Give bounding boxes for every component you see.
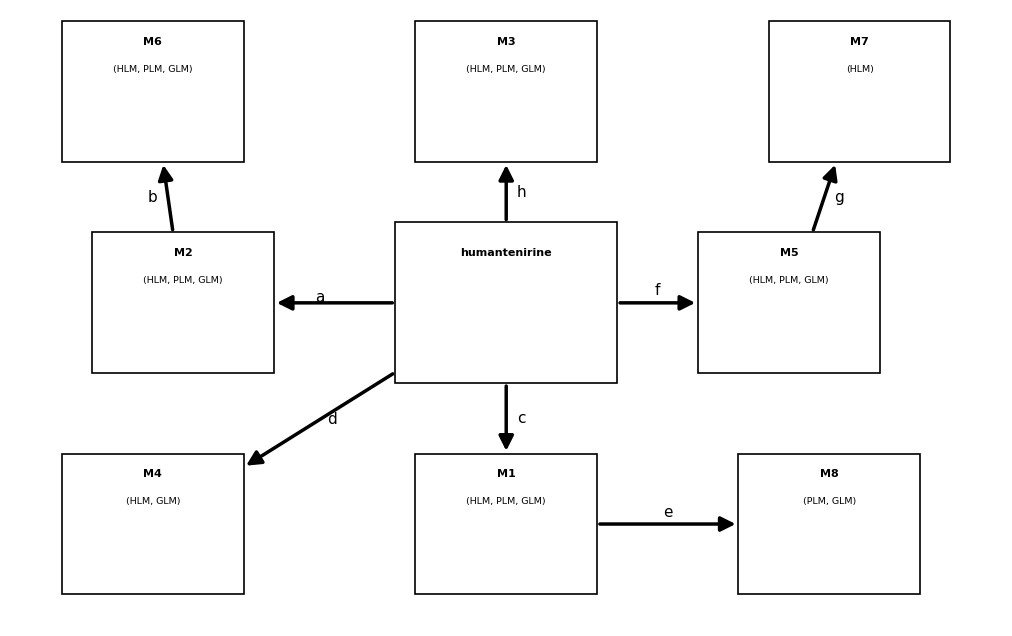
Text: f: f [655, 284, 660, 298]
Text: M6: M6 [144, 36, 162, 46]
Text: humantenirine: humantenirine [460, 247, 552, 258]
Text: a: a [315, 291, 324, 305]
Text: (PLM, GLM): (PLM, GLM) [803, 497, 855, 506]
Text: M4: M4 [144, 469, 162, 479]
FancyBboxPatch shape [62, 22, 244, 162]
Text: (HLM, PLM, GLM): (HLM, PLM, GLM) [749, 276, 829, 285]
Text: M1: M1 [497, 469, 515, 479]
FancyBboxPatch shape [415, 453, 597, 595]
FancyBboxPatch shape [415, 22, 597, 162]
Text: (HLM, PLM, GLM): (HLM, PLM, GLM) [467, 65, 545, 74]
FancyBboxPatch shape [62, 453, 244, 595]
FancyBboxPatch shape [738, 453, 920, 595]
Text: b: b [148, 190, 158, 205]
Text: e: e [663, 504, 672, 520]
Text: (HLM, PLM, GLM): (HLM, PLM, GLM) [144, 276, 223, 285]
Text: M7: M7 [850, 36, 868, 46]
Text: c: c [517, 411, 525, 426]
Text: M8: M8 [820, 469, 838, 479]
FancyBboxPatch shape [697, 233, 879, 373]
Text: (HLM): (HLM) [845, 65, 873, 74]
Text: M2: M2 [174, 247, 192, 258]
Text: (HLM, GLM): (HLM, GLM) [125, 497, 180, 506]
FancyBboxPatch shape [395, 223, 617, 384]
Text: (HLM, PLM, GLM): (HLM, PLM, GLM) [467, 497, 545, 506]
Text: M3: M3 [497, 36, 515, 46]
Text: (HLM, PLM, GLM): (HLM, PLM, GLM) [113, 65, 192, 74]
Text: h: h [516, 185, 526, 200]
FancyBboxPatch shape [768, 22, 950, 162]
Text: g: g [834, 190, 844, 205]
Text: M5: M5 [779, 247, 797, 258]
Text: d: d [327, 412, 336, 427]
FancyBboxPatch shape [92, 233, 274, 373]
